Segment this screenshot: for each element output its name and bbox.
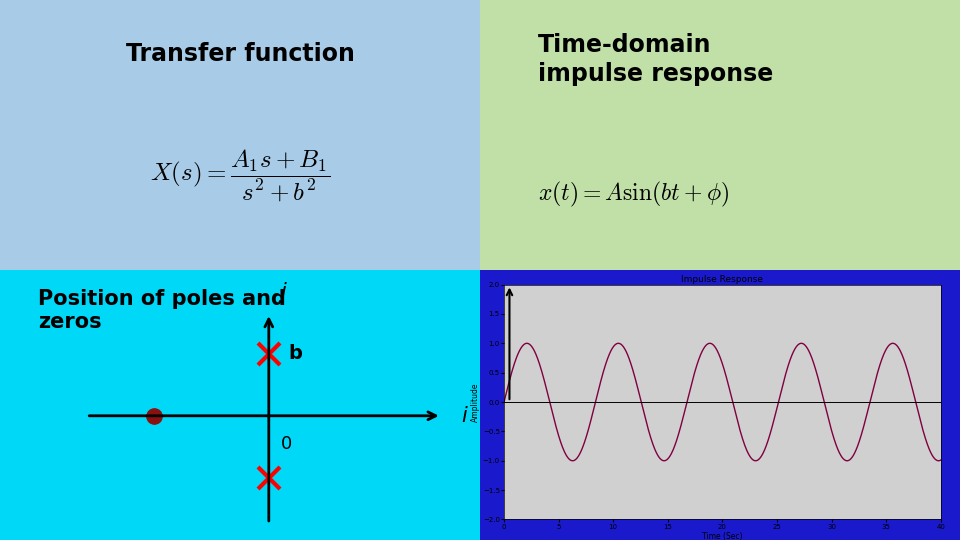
Text: $x(t) = A\sin(bt + \phi)$: $x(t) = A\sin(bt + \phi)$ <box>538 180 729 209</box>
Text: b: b <box>288 344 301 363</box>
Text: 0: 0 <box>280 435 292 453</box>
Text: Position of poles and
zeros: Position of poles and zeros <box>38 289 286 332</box>
Text: $X(s) = \dfrac{A_1 s + B_1}{s^2 + b^2}$: $X(s) = \dfrac{A_1 s + B_1}{s^2 + b^2}$ <box>150 147 330 204</box>
Text: j: j <box>280 282 286 302</box>
Text: i: i <box>461 406 467 426</box>
Y-axis label: Amplitude: Amplitude <box>471 382 480 422</box>
Text: Transfer function: Transfer function <box>126 42 354 66</box>
Text: Time-domain
impulse response: Time-domain impulse response <box>538 32 773 86</box>
Title: Impulse Response: Impulse Response <box>682 275 763 284</box>
X-axis label: Time (Sec): Time (Sec) <box>702 532 743 540</box>
